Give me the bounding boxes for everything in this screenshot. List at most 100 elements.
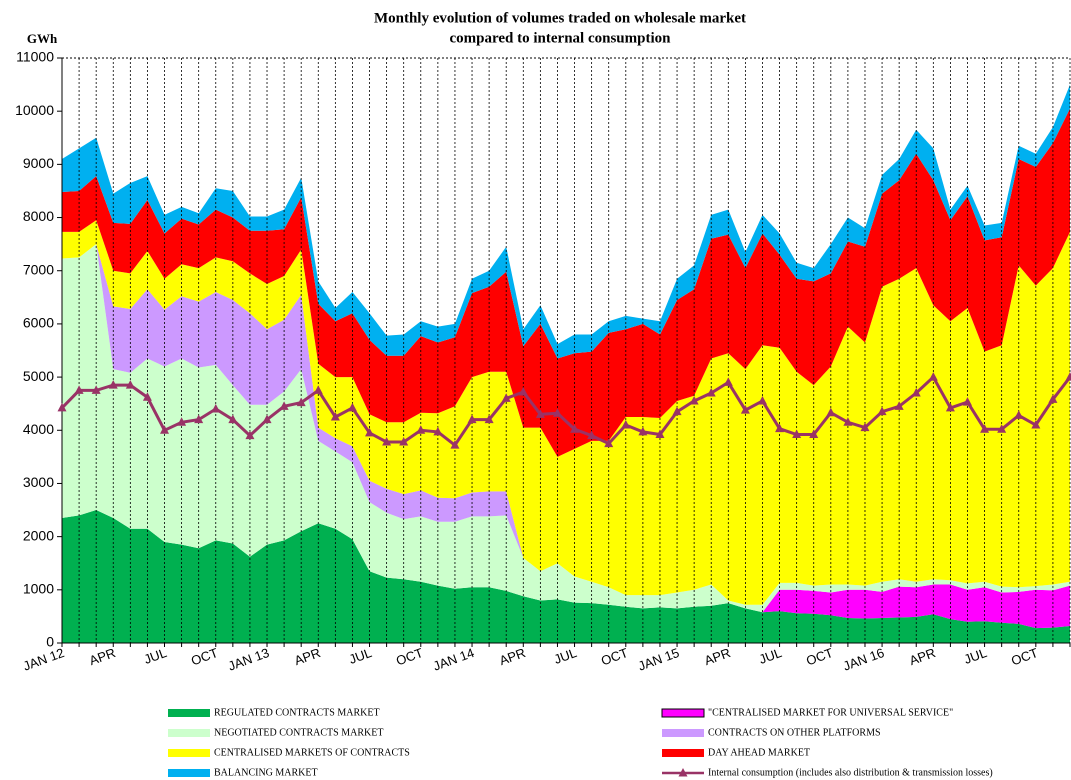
marker (535, 409, 545, 418)
x-tick-label: JUL (347, 645, 374, 667)
x-tick-label: OCT (804, 645, 835, 669)
marker (1065, 372, 1071, 381)
y-tick-label: 3000 (23, 474, 54, 490)
marker (518, 386, 528, 396)
legend-label: "CENTRALISED MARKET FOR UNIVERSAL SERVIC… (708, 707, 953, 718)
y-tick-label: 11000 (16, 49, 54, 65)
y-tick-label: 2000 (23, 527, 54, 543)
marker (245, 430, 255, 440)
marker (757, 396, 767, 405)
marker (877, 406, 887, 416)
plot-area: 0 1000 2000 3000 4000 5000 6000 7000 8000 9000 100… (15, 49, 1071, 674)
marker (621, 419, 631, 429)
marker (809, 429, 819, 439)
marker (962, 397, 972, 406)
marker (416, 425, 426, 434)
marker (313, 385, 323, 394)
x-tick-label: APR (292, 645, 322, 668)
legend-swatch (168, 749, 210, 757)
marker (296, 397, 306, 407)
x-tick-label: OCT (1009, 645, 1040, 669)
area (62, 510, 1070, 629)
marker (672, 406, 682, 416)
marker (279, 401, 289, 410)
y-tick-label: 7000 (23, 261, 54, 277)
y-tick-label: 6000 (23, 315, 54, 331)
marker (997, 424, 1007, 433)
legend-label: Internal consumption (includes also dist… (708, 767, 993, 778)
x-tick-label: JAN 16 (841, 645, 886, 674)
marker (928, 372, 938, 381)
marker (211, 404, 221, 413)
x-tick-label: JUL (962, 645, 989, 667)
marker (792, 429, 802, 439)
x-tick-label: APR (497, 645, 527, 668)
marker (775, 423, 785, 433)
line (60, 374, 1071, 448)
legend-label: REGULATED CONTRACTS MARKET (214, 707, 380, 718)
marker (91, 385, 101, 394)
marker (347, 402, 357, 412)
chart-title: Monthly evolution of volumes traded on w… (374, 10, 746, 26)
marker (723, 377, 733, 386)
x-tick-label: APR (702, 645, 732, 668)
marker (655, 429, 665, 439)
marker (74, 385, 84, 394)
x-tick-label: JUL (757, 645, 784, 667)
marker (706, 388, 716, 397)
marker (638, 426, 648, 436)
marker (945, 402, 955, 412)
x-tick-label: OCT (189, 645, 220, 669)
marker (194, 414, 204, 424)
area (62, 244, 1070, 613)
marker (177, 417, 187, 426)
marker (1048, 394, 1058, 403)
marker (365, 427, 375, 437)
area (62, 108, 1070, 457)
x-tick-label: JAN 12 (21, 645, 66, 674)
marker (450, 440, 460, 449)
x-tick-label: JUL (142, 645, 169, 667)
y-tick-label: 0 (46, 634, 54, 650)
marker (330, 411, 340, 421)
marker (587, 430, 597, 440)
y-tick-label: 1000 (23, 581, 54, 597)
y-tick-label: 8000 (23, 208, 54, 224)
legend-marker (678, 768, 688, 777)
marker (160, 425, 170, 434)
x-tick-label: JAN 13 (226, 645, 271, 674)
marker (860, 422, 870, 432)
marker (1031, 419, 1041, 429)
marker (399, 436, 409, 446)
y-tick-label: 10000 (15, 102, 54, 118)
marker (382, 436, 392, 446)
marker (604, 438, 614, 448)
marker (57, 402, 67, 412)
marker (552, 408, 562, 417)
marker (228, 414, 238, 424)
legend-swatch (662, 729, 704, 737)
x-tick-label: JUL (552, 645, 579, 667)
marker (142, 392, 152, 401)
marker (740, 405, 750, 414)
chart-subtitle: compared to internal consumption (450, 30, 672, 46)
x-tick-label: APR (907, 645, 937, 668)
y-tick-label: 5000 (23, 368, 54, 384)
y-tick-label: 4000 (23, 421, 54, 437)
y-axis-label: GWh (27, 31, 58, 46)
legend-swatch (662, 749, 704, 757)
area (62, 84, 1070, 359)
marker (433, 426, 443, 436)
legend-label: CONTRACTS ON OTHER PLATFORMS (708, 727, 881, 738)
marker (980, 424, 990, 433)
x-tick-label: APR (87, 645, 117, 668)
marker (1014, 410, 1024, 419)
x-tick-label: OCT (599, 645, 630, 669)
marker (262, 414, 272, 424)
marker (911, 388, 921, 397)
legend-label: DAY AHEAD MARKET (708, 747, 810, 758)
marker (484, 414, 494, 424)
marker (689, 396, 699, 405)
legend-swatch (168, 709, 210, 717)
